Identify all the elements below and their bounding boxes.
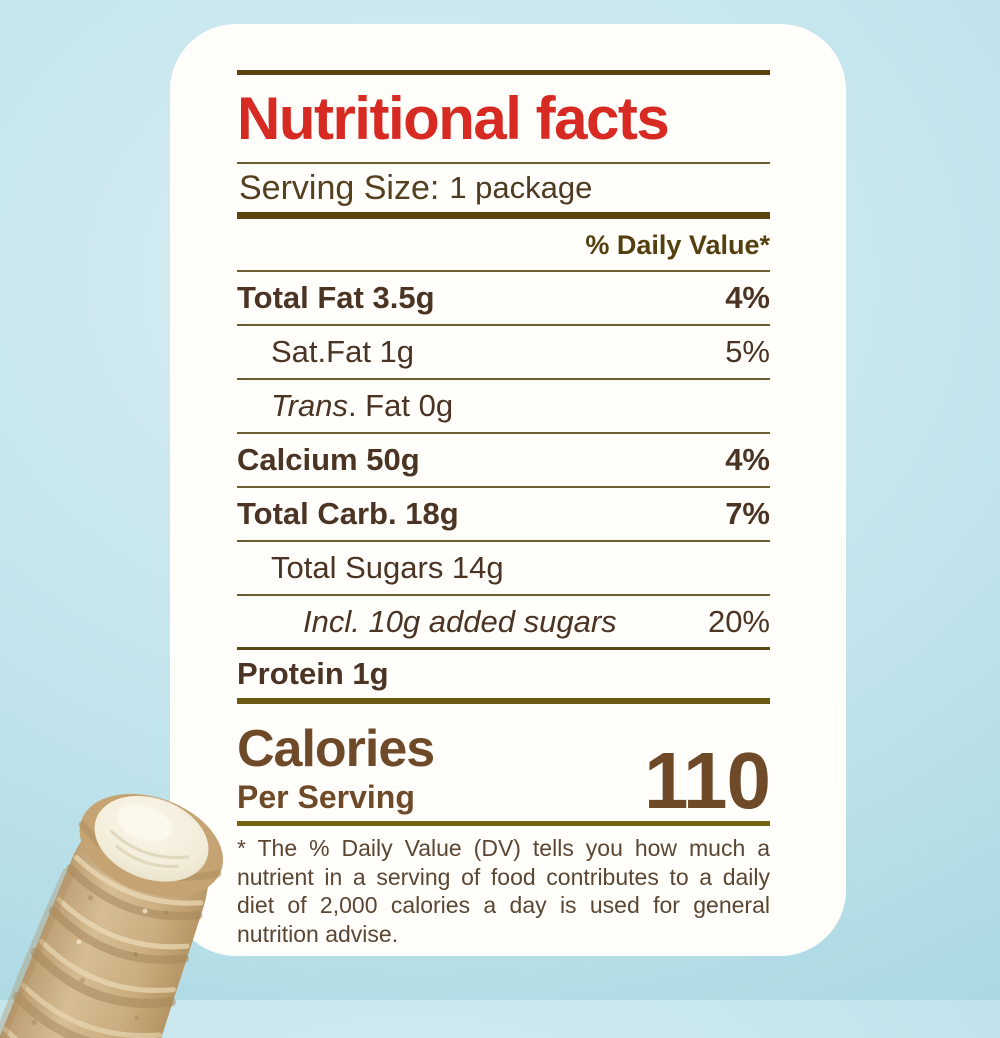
nutrient-row-added-sugars: Incl. 10g added sugars 20%: [237, 596, 770, 650]
nutrient-row-total-fat: Total Fat 3.5g 4%: [237, 272, 770, 326]
nutrient-row-total-carb: Total Carb. 18g 7%: [237, 488, 770, 542]
calories-subtitle: Per Serving: [237, 779, 415, 815]
serving-size-value: 1 package: [449, 170, 593, 205]
nutrition-label-card: Nutritional facts Serving Size: 1 packag…: [170, 24, 846, 956]
divider-serving-top: [237, 162, 770, 164]
divider-top: [237, 70, 770, 75]
nutrient-value: 4%: [725, 280, 770, 315]
nutrient-name: Calcium 50g: [237, 442, 420, 477]
serving-size: Serving Size: 1 package: [239, 164, 770, 212]
cream-roll-pastry-image: [0, 793, 224, 1038]
nutrient-name-italic: Trans: [271, 388, 348, 423]
calories-value: 110: [643, 736, 771, 825]
divider-calories: [237, 821, 770, 826]
nutrient-value: 7%: [725, 496, 770, 531]
calories-section: Calories Per Serving 110: [237, 708, 771, 825]
footnote: * The % Daily Value (DV) tells you how m…: [237, 835, 770, 947]
nutrient-name-rest: . Fat 0g: [347, 388, 454, 423]
nutrient-name: Sat.Fat 1g: [271, 334, 415, 369]
nutrient-name: Trans. Fat 0g: [237, 388, 453, 424]
nutrient-value: 20%: [707, 603, 770, 639]
divider-serving-bottom: [237, 212, 770, 219]
nutrient-row-trans-fat: Trans. Fat 0g: [237, 380, 770, 434]
nutrient-row-sat-fat: Sat.Fat 1g 5%: [237, 326, 770, 380]
daily-value-header: % Daily Value*: [585, 229, 770, 260]
nutrient-name: Incl. 10g added sugars: [303, 603, 617, 639]
nutrient-value: 4%: [725, 442, 770, 477]
nutrient-name: Total Carb. 18g: [237, 496, 459, 531]
label-content: Nutritional facts Serving Size: 1 packag…: [237, 24, 771, 956]
nutrient-value: 5%: [725, 334, 770, 369]
nutrient-row-protein: Protein 1g: [237, 650, 770, 704]
calories-title: Calories: [237, 720, 435, 778]
nutrient-name: Total Sugars 14g: [271, 550, 504, 585]
nutrient-name: Protein 1g: [237, 656, 389, 691]
nutrient-rows: Total Fat 3.5g 4% Sat.Fat 1g 5% Trans. F…: [237, 270, 770, 704]
serving-size-label: Serving Size:: [239, 168, 440, 207]
label-title: Nutritional facts: [237, 84, 670, 152]
nutrient-name: Total Fat 3.5g: [237, 280, 435, 315]
nutrient-row-calcium: Calcium 50g 4%: [237, 434, 770, 488]
nutrient-row-total-sugars: Total Sugars 14g: [237, 542, 770, 596]
